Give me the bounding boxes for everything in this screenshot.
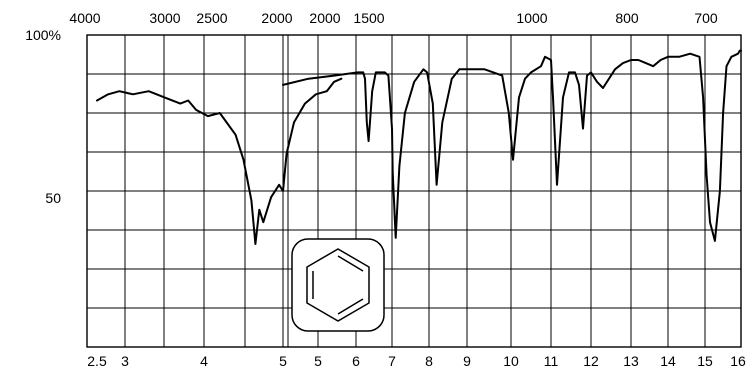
spectrum-segment-2 — [282, 49, 742, 242]
bottom-tick-2.5: 2.5 — [87, 353, 107, 369]
bottom-tick-11: 11 — [544, 353, 559, 369]
bottom-tick-8: 8 — [425, 353, 433, 369]
plot-frame — [86, 34, 742, 348]
bottom-tick-16: 16 — [730, 353, 746, 369]
bottom-tick-4: 4 — [200, 353, 208, 369]
top-tick-2000-left: 2000 — [261, 10, 292, 26]
bottom-tick-6: 6 — [352, 353, 360, 369]
top-tick-700: 700 — [694, 10, 718, 26]
benzene-structure — [291, 238, 385, 332]
bottom-tick-10: 10 — [503, 353, 519, 369]
top-tick-800: 800 — [615, 10, 639, 26]
y-tick-label-100: 100% — [25, 27, 61, 43]
spectrum-segment-1 — [96, 77, 343, 245]
top-tick-2000-right: 2000 — [309, 10, 340, 26]
bottom-tick-7: 7 — [388, 353, 396, 369]
benzene-double-bond-3 — [337, 298, 364, 315]
benzene-double-bond-1 — [337, 255, 364, 272]
top-tick-1500: 1500 — [353, 10, 384, 26]
bottom-axis-labels: 2.5 3 4 5 5 6 7 8 9 10 11 12 13 14 15 16 — [87, 353, 746, 369]
bottom-tick-12: 12 — [583, 353, 599, 369]
bottom-tick-14: 14 — [660, 353, 676, 369]
bottom-tick-9: 9 — [463, 353, 471, 369]
bottom-tick-5-right: 5 — [314, 353, 322, 369]
bottom-tick-5-left: 5 — [279, 353, 287, 369]
bottom-tick-3: 3 — [121, 353, 129, 369]
top-tick-1000: 1000 — [516, 10, 547, 26]
top-tick-2500: 2500 — [196, 10, 227, 26]
spectrum-trace — [96, 49, 742, 245]
y-tick-label-50: 50 — [45, 190, 61, 206]
y-tick-labels: 100% 50 — [25, 27, 61, 206]
top-axis-labels: 4000 3000 2500 2000 2000 1500 1000 800 7… — [69, 10, 717, 26]
top-tick-4000: 4000 — [69, 10, 100, 26]
structure-box — [291, 238, 385, 332]
bottom-tick-13: 13 — [623, 353, 639, 369]
bottom-tick-15: 15 — [697, 353, 713, 369]
top-tick-3000: 3000 — [149, 10, 180, 26]
benzene-ring — [306, 248, 370, 322]
